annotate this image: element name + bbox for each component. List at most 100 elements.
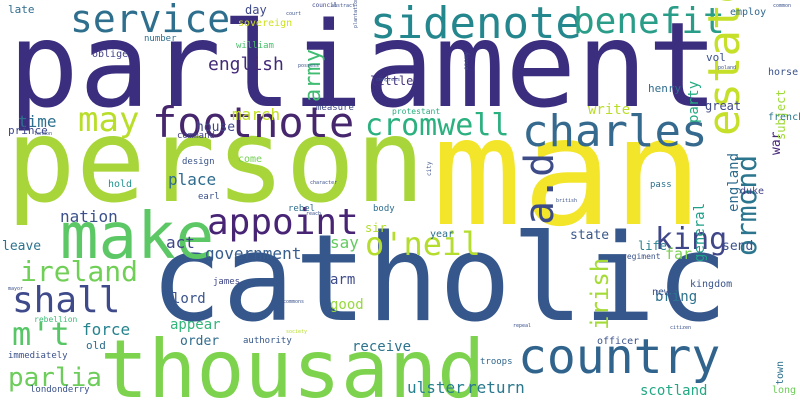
word: time	[18, 112, 57, 131]
word: force	[82, 320, 131, 339]
word: oblige	[92, 49, 129, 60]
word: measure	[316, 103, 354, 113]
word: sir	[365, 221, 387, 235]
word: common	[773, 3, 792, 9]
word: parlia	[8, 363, 102, 393]
word: british	[556, 198, 578, 204]
word: mayor	[8, 286, 24, 292]
word: council	[312, 2, 338, 9]
word: sidenote	[370, 0, 582, 49]
word: earl	[198, 192, 220, 202]
word: enemy	[463, 51, 470, 70]
word: person	[6, 94, 426, 229]
word: army	[301, 49, 326, 102]
word: year	[430, 229, 455, 240]
word: ireland	[20, 255, 139, 288]
word: horse	[768, 67, 799, 78]
word: appear	[170, 317, 221, 333]
word: ulster	[407, 378, 465, 397]
word: charles	[522, 106, 708, 157]
word: sovereign	[238, 18, 293, 29]
word: command	[177, 131, 215, 141]
word: act	[166, 233, 195, 252]
word: little	[370, 74, 414, 88]
word: officer	[597, 336, 640, 347]
word: great	[705, 99, 742, 113]
word: thousand	[100, 323, 486, 400]
word: french	[768, 112, 800, 123]
word: day	[245, 3, 267, 17]
word: troops	[480, 357, 513, 367]
word: character	[310, 180, 338, 186]
word: say	[330, 233, 359, 252]
word: regiment	[622, 252, 661, 261]
word: order	[180, 334, 220, 349]
word: court	[286, 11, 302, 17]
word: footnote	[152, 98, 355, 147]
word: england	[726, 152, 742, 212]
word: scotland	[640, 383, 708, 399]
word: late	[8, 3, 35, 16]
word: life	[638, 239, 667, 253]
word: town	[775, 360, 786, 385]
word: country	[518, 329, 721, 385]
word: irish	[586, 257, 614, 330]
word: hold	[108, 179, 133, 190]
word: write	[588, 102, 631, 118]
word: appoint	[207, 202, 359, 243]
word: service	[70, 0, 231, 41]
word: king	[655, 222, 728, 257]
word: cromwell	[365, 108, 510, 143]
word: society	[286, 329, 308, 335]
word: vol	[706, 51, 726, 64]
word: body	[373, 204, 395, 214]
word: repeal	[513, 323, 532, 329]
word: benefit	[573, 1, 725, 42]
word: parliament	[8, 0, 719, 134]
word: authority	[243, 336, 292, 346]
word: lord	[172, 291, 206, 307]
word: rebel	[288, 204, 316, 214]
word: english	[208, 54, 284, 75]
word: receive	[352, 339, 412, 355]
word: poland	[718, 65, 737, 71]
word: party	[686, 80, 702, 123]
word: far	[665, 245, 693, 263]
word: catholic	[150, 210, 728, 349]
word: protestant	[392, 107, 441, 116]
word: leave	[2, 239, 42, 254]
word: londonderry	[30, 385, 90, 395]
word: immediately	[8, 351, 68, 361]
word: employ	[730, 7, 767, 18]
word: government	[205, 244, 302, 263]
word: shall	[12, 280, 121, 321]
word: design	[182, 157, 215, 167]
word: march	[232, 105, 281, 124]
word: citizen	[670, 325, 692, 331]
word: reach	[306, 211, 322, 217]
word: send	[722, 239, 754, 254]
word: o'neil	[365, 225, 481, 263]
word: bring	[655, 289, 698, 305]
word: duke	[740, 186, 765, 197]
word: return	[467, 378, 525, 397]
word: kingdom	[690, 279, 733, 290]
word: a.d	[517, 152, 563, 225]
word: rebellion	[34, 315, 78, 324]
word: henry	[648, 82, 682, 95]
word: general	[692, 202, 708, 262]
word: pass	[650, 180, 672, 190]
word: new	[652, 287, 671, 298]
word: city	[426, 161, 433, 176]
word: james	[213, 277, 241, 287]
word: house	[196, 120, 236, 135]
word: make	[60, 200, 215, 274]
word: commons	[283, 299, 305, 305]
word: good	[330, 297, 364, 313]
word: man	[432, 86, 703, 260]
word: arm	[330, 272, 356, 288]
word: state	[570, 228, 610, 243]
word: prince	[8, 124, 48, 137]
word: number	[144, 34, 177, 44]
